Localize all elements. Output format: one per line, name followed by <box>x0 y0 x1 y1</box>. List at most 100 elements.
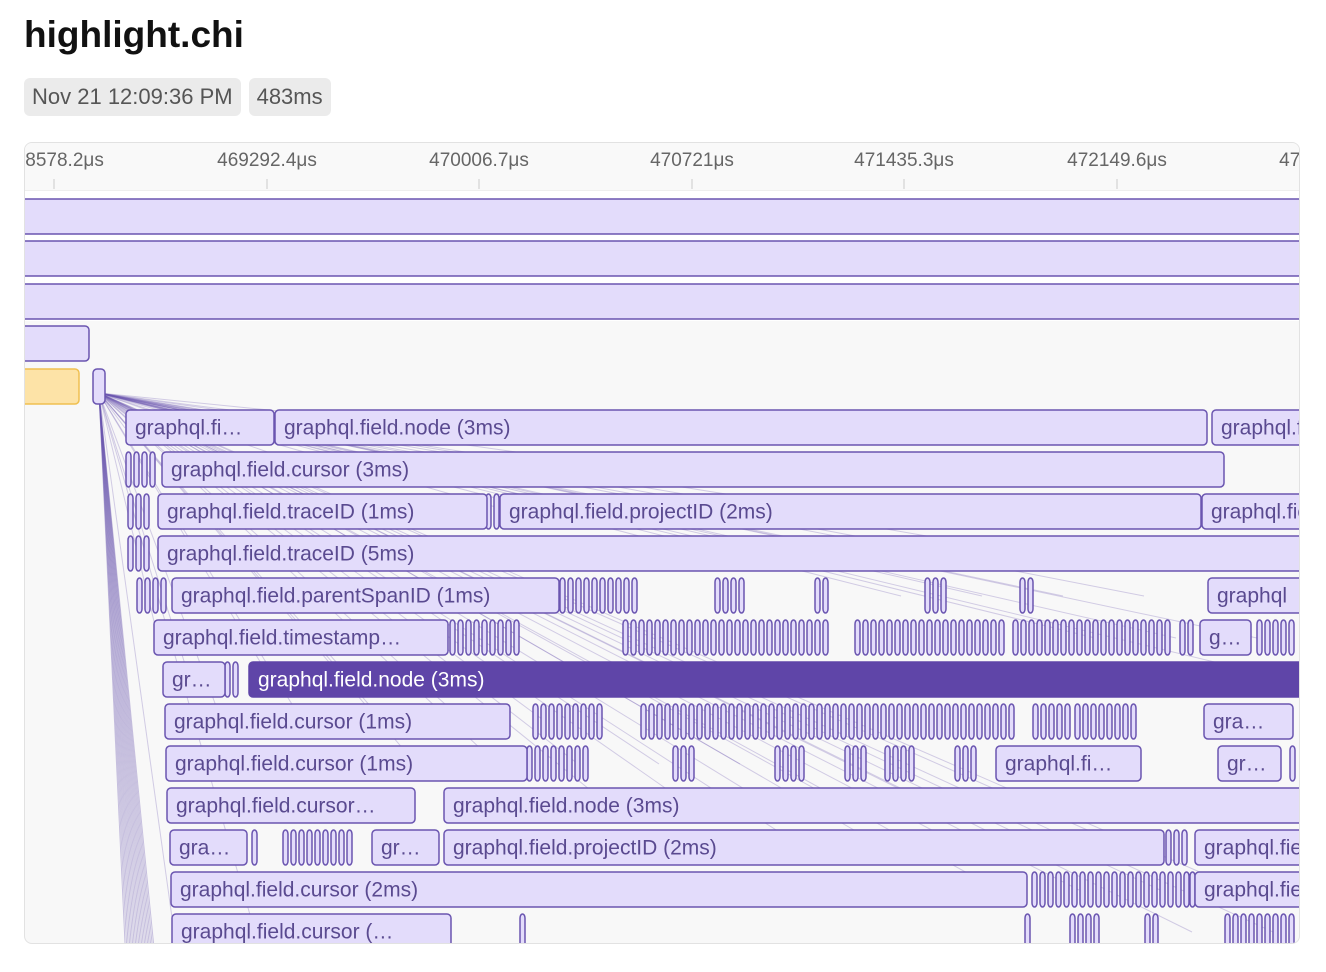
span[interactable] <box>944 703 951 740</box>
span[interactable] <box>672 703 679 740</box>
span[interactable] <box>664 703 671 740</box>
span[interactable] <box>1152 913 1159 943</box>
span[interactable] <box>744 703 751 740</box>
span[interactable] <box>282 829 289 866</box>
span[interactable] <box>314 829 321 866</box>
span[interactable] <box>798 619 805 656</box>
span[interactable] <box>852 745 859 782</box>
span[interactable] <box>1028 619 1035 656</box>
span[interactable] <box>25 368 80 405</box>
span[interactable] <box>726 619 733 656</box>
span[interactable] <box>900 745 907 782</box>
span[interactable] <box>489 619 496 656</box>
span[interactable] <box>623 577 630 614</box>
span[interactable] <box>1092 619 1099 656</box>
span[interactable] <box>338 829 345 866</box>
span[interactable] <box>161 451 1225 488</box>
span[interactable] <box>1175 871 1182 908</box>
span[interactable] <box>730 577 737 614</box>
span[interactable] <box>457 619 464 656</box>
span[interactable] <box>1048 703 1055 740</box>
span[interactable] <box>974 619 981 656</box>
span[interactable] <box>157 493 488 530</box>
span[interactable] <box>656 703 663 740</box>
span[interactable] <box>1280 913 1287 943</box>
span[interactable] <box>1020 619 1027 656</box>
span[interactable] <box>824 703 831 740</box>
span[interactable] <box>169 829 248 866</box>
span[interactable] <box>25 283 1299 320</box>
span[interactable] <box>1240 913 1247 943</box>
span[interactable] <box>942 619 949 656</box>
span[interactable] <box>918 619 925 656</box>
span[interactable] <box>870 619 877 656</box>
span[interactable] <box>449 619 456 656</box>
span[interactable] <box>1119 871 1126 908</box>
span[interactable] <box>672 745 679 782</box>
span[interactable] <box>141 451 148 488</box>
span[interactable] <box>904 703 911 740</box>
span[interactable] <box>564 703 571 740</box>
span[interactable] <box>776 703 783 740</box>
span[interactable] <box>558 745 565 782</box>
span[interactable] <box>976 703 983 740</box>
span[interactable] <box>1047 871 1054 908</box>
span[interactable] <box>742 619 749 656</box>
span[interactable] <box>162 661 226 698</box>
span[interactable] <box>1207 577 1299 614</box>
span[interactable] <box>171 913 452 943</box>
span[interactable] <box>822 577 829 614</box>
span[interactable] <box>1164 619 1171 656</box>
span[interactable] <box>962 745 969 782</box>
span[interactable] <box>710 619 717 656</box>
span[interactable] <box>248 661 1299 698</box>
span[interactable] <box>1085 913 1092 943</box>
span[interactable] <box>968 703 975 740</box>
span[interactable] <box>622 619 629 656</box>
span[interactable] <box>1187 619 1194 656</box>
span[interactable] <box>892 745 899 782</box>
span[interactable] <box>583 577 590 614</box>
span[interactable] <box>25 198 1299 235</box>
span[interactable] <box>640 703 647 740</box>
span[interactable] <box>995 745 1142 782</box>
span[interactable] <box>1288 619 1295 656</box>
span[interactable] <box>143 493 150 530</box>
span[interactable] <box>1064 703 1071 740</box>
span[interactable] <box>532 703 539 740</box>
span[interactable] <box>25 240 1299 277</box>
span[interactable] <box>1135 871 1142 908</box>
span[interactable] <box>998 619 1005 656</box>
span[interactable] <box>860 745 867 782</box>
span[interactable] <box>566 745 573 782</box>
span[interactable] <box>493 493 500 530</box>
span[interactable] <box>1165 829 1172 866</box>
span[interactable] <box>750 619 757 656</box>
span[interactable] <box>1019 577 1026 614</box>
span[interactable] <box>862 619 869 656</box>
span[interactable] <box>966 619 973 656</box>
span[interactable] <box>734 619 741 656</box>
span[interactable] <box>166 787 416 824</box>
span[interactable] <box>1194 829 1299 866</box>
span[interactable] <box>790 745 797 782</box>
span[interactable] <box>856 703 863 740</box>
span[interactable] <box>125 451 132 488</box>
span[interactable] <box>1027 577 1034 614</box>
span[interactable] <box>574 745 581 782</box>
span[interactable] <box>1052 619 1059 656</box>
span[interactable] <box>346 829 353 866</box>
span[interactable] <box>1060 619 1067 656</box>
span[interactable] <box>1272 619 1279 656</box>
span[interactable] <box>766 619 773 656</box>
span[interactable] <box>596 703 603 740</box>
span[interactable] <box>910 619 917 656</box>
span[interactable] <box>1087 871 1094 908</box>
span[interactable] <box>792 703 799 740</box>
span[interactable] <box>714 577 721 614</box>
span[interactable] <box>1106 703 1113 740</box>
span[interactable] <box>92 368 106 405</box>
span[interactable] <box>1179 619 1186 656</box>
span[interactable] <box>1173 829 1180 866</box>
span[interactable] <box>127 535 134 572</box>
